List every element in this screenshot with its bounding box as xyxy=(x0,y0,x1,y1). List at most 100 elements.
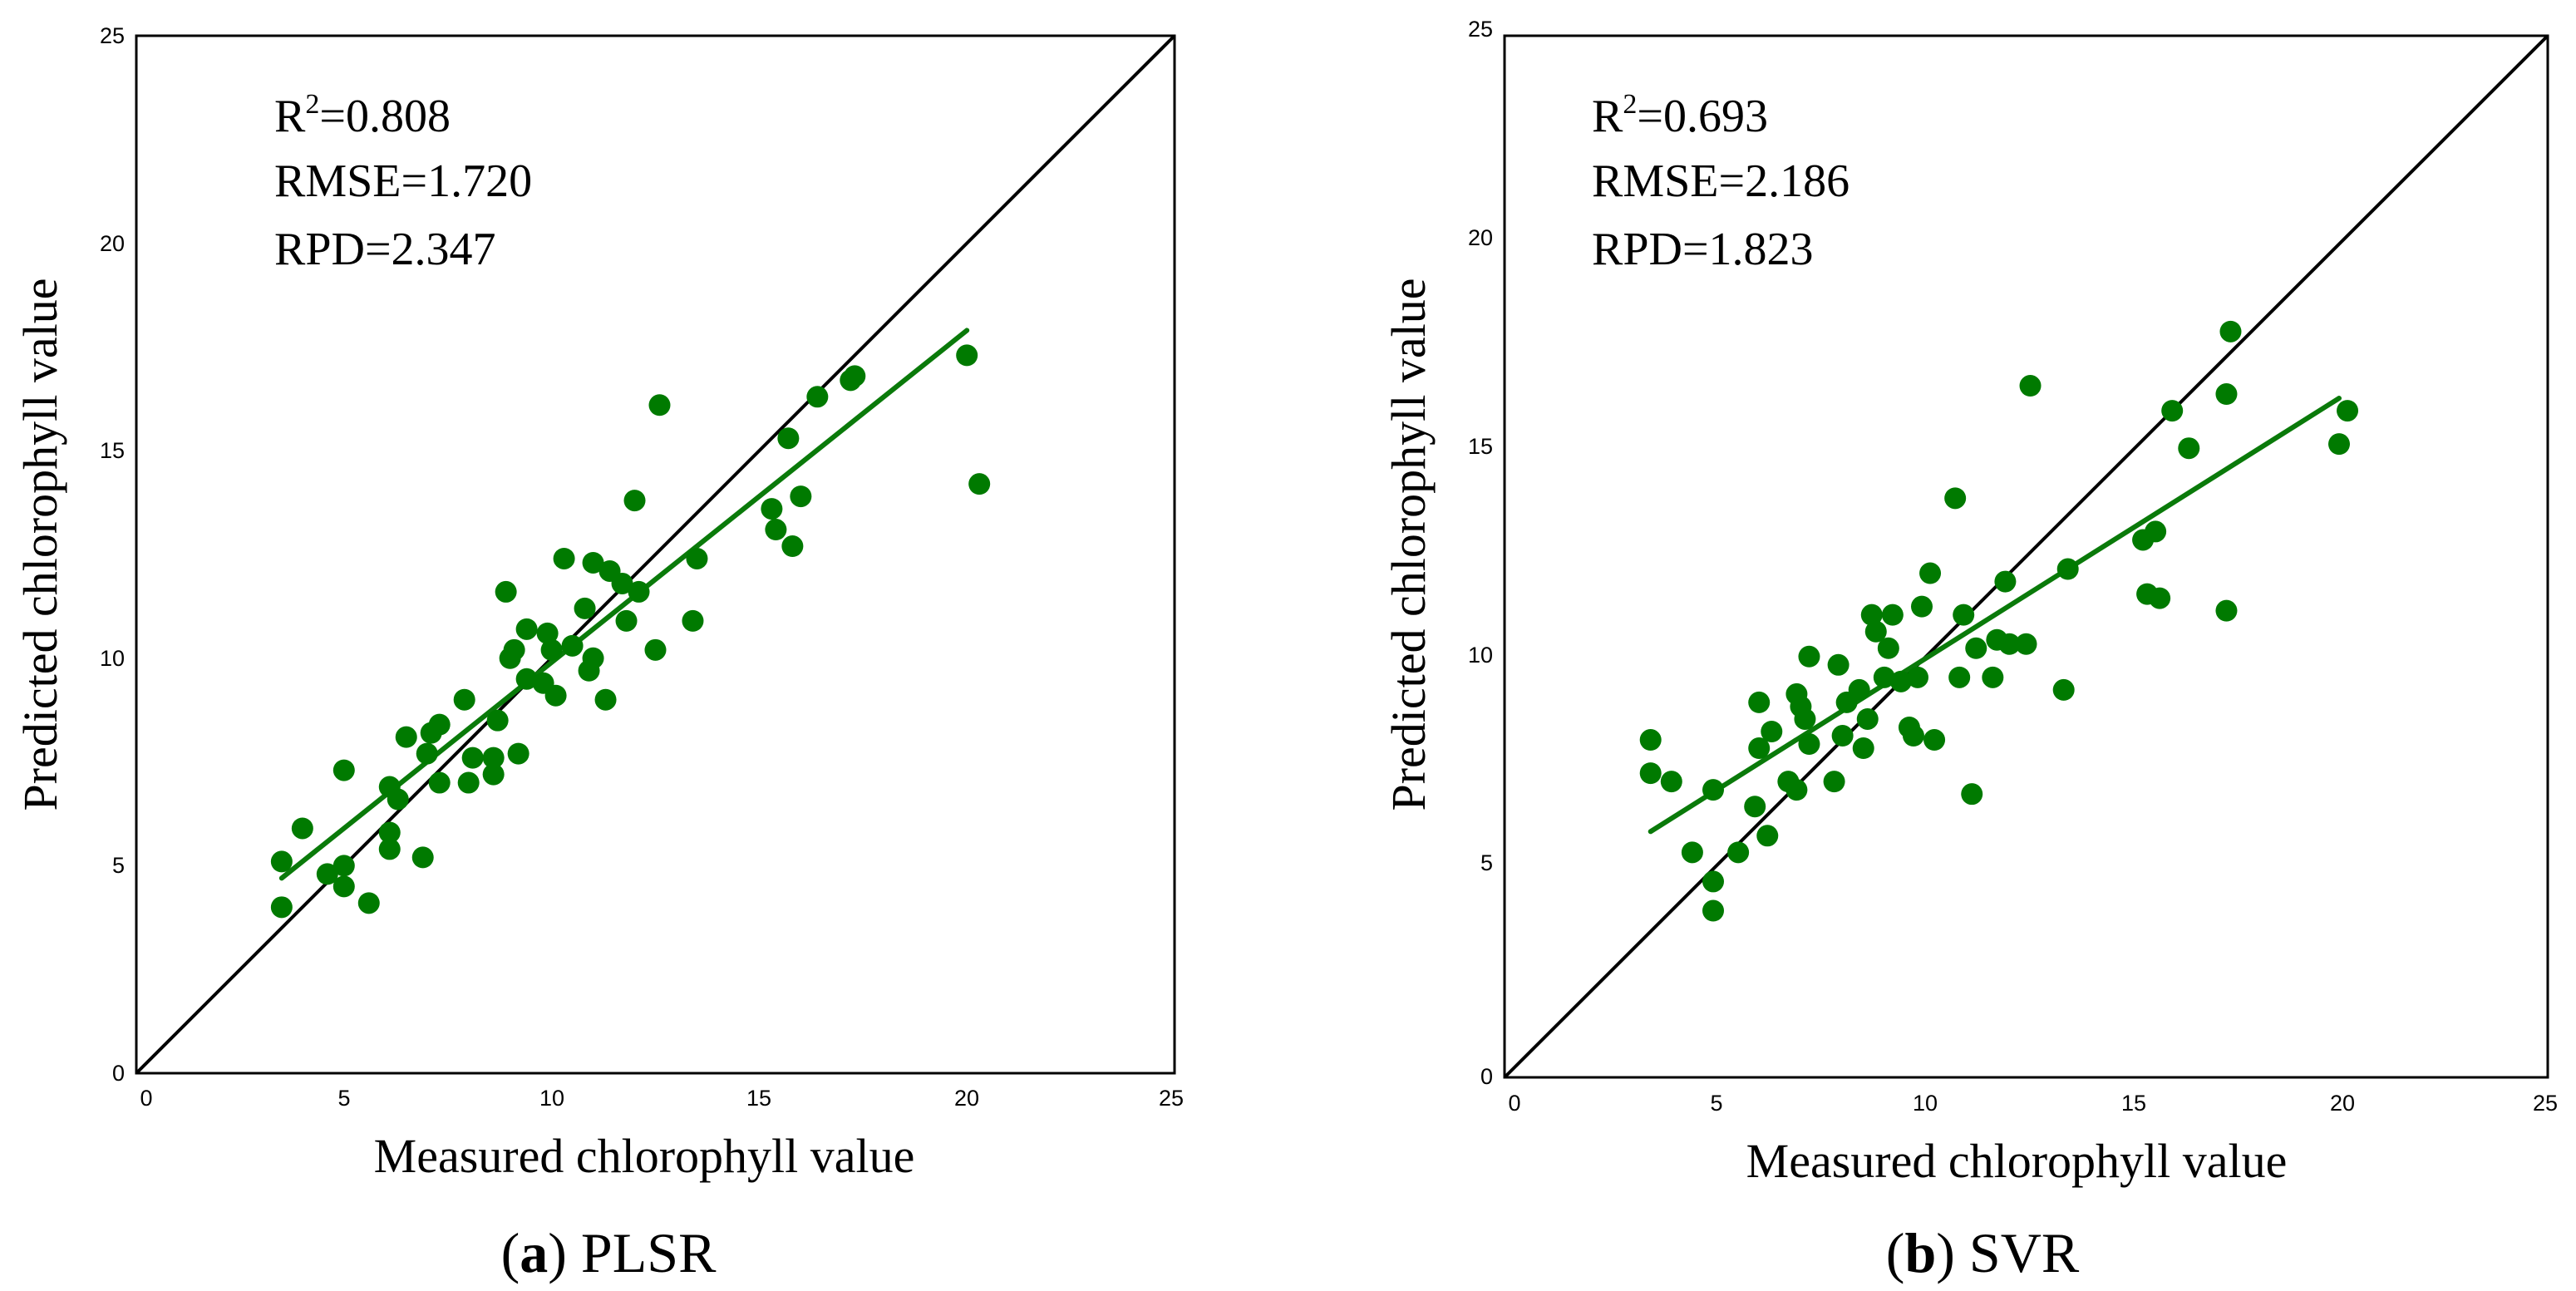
data-point-b-12 xyxy=(1761,721,1783,743)
r2-prefix-b: R xyxy=(1592,91,1623,142)
xlabel-a: Measured chlorophyll value xyxy=(374,1129,915,1183)
data-point-b-58 xyxy=(2215,599,2238,622)
r2-sup-b: 2 xyxy=(1623,89,1637,120)
ytick-b-0: 0 xyxy=(1480,1064,1493,1089)
data-point-a-23 xyxy=(486,709,509,732)
xtick-a-0: 0 xyxy=(140,1086,152,1111)
ylabel-b: Predicted chlorophyll value xyxy=(1382,278,1436,811)
data-point-b-50 xyxy=(2052,678,2075,701)
data-point-b-0 xyxy=(1639,729,1662,751)
data-point-b-24 xyxy=(1848,678,1870,701)
data-point-a-7 xyxy=(357,892,380,914)
axes-frame-b xyxy=(1503,34,2549,1079)
data-point-a-52 xyxy=(777,427,800,450)
ytick-b-10: 10 xyxy=(1468,643,1493,668)
data-point-b-31 xyxy=(1881,604,1904,626)
data-point-a-59 xyxy=(968,473,991,495)
data-point-a-6 xyxy=(332,875,355,898)
data-point-a-29 xyxy=(515,618,538,640)
data-point-a-26 xyxy=(503,638,525,661)
data-point-b-47 xyxy=(1998,633,2021,655)
xtick-b-20: 20 xyxy=(2330,1091,2355,1116)
r2-sup-a: 2 xyxy=(305,89,319,120)
ytick-a-20: 20 xyxy=(100,231,125,256)
data-point-a-35 xyxy=(561,634,584,657)
r2-value-a: =0.808 xyxy=(319,91,451,142)
plot-area-b xyxy=(1503,34,2549,1079)
data-points-a xyxy=(270,344,991,919)
xlabel-b: Measured chlorophyll value xyxy=(1746,1134,2288,1188)
data-point-b-35 xyxy=(1906,666,1928,688)
data-point-a-2 xyxy=(291,817,313,840)
data-point-a-43 xyxy=(615,609,638,632)
data-point-a-34 xyxy=(553,547,575,569)
data-point-b-34 xyxy=(1902,725,1924,747)
data-point-a-55 xyxy=(806,386,829,408)
xtick-b-5: 5 xyxy=(1710,1091,1722,1116)
rmse-b: RMSE=2.186 xyxy=(1592,155,1849,207)
data-point-b-48 xyxy=(2015,633,2037,655)
data-point-b-36 xyxy=(1911,595,1933,618)
data-point-b-51 xyxy=(2056,558,2079,580)
data-point-a-32 xyxy=(540,638,563,661)
data-point-a-27 xyxy=(507,742,529,765)
data-point-a-18 xyxy=(453,688,475,711)
data-point-b-15 xyxy=(1785,779,1808,801)
data-point-a-45 xyxy=(628,580,650,603)
data-point-a-46 xyxy=(644,638,667,661)
xtick-b-15: 15 xyxy=(2121,1091,2146,1116)
data-point-a-10 xyxy=(378,838,401,860)
data-point-a-31 xyxy=(536,622,559,644)
data-point-b-22 xyxy=(1831,725,1854,747)
fit-line-b xyxy=(1648,396,2342,835)
data-point-b-3 xyxy=(1681,841,1703,864)
data-point-b-18 xyxy=(1798,733,1820,756)
data-point-a-3 xyxy=(316,863,338,885)
data-point-a-36 xyxy=(574,597,596,619)
data-point-b-49 xyxy=(2019,375,2042,397)
r2-value-b: =0.693 xyxy=(1637,91,1768,142)
data-point-a-42 xyxy=(611,572,633,594)
data-point-a-49 xyxy=(686,547,708,569)
data-point-b-4 xyxy=(1702,779,1724,801)
data-point-b-10 xyxy=(1748,737,1771,760)
data-point-a-28 xyxy=(515,668,538,690)
data-point-a-24 xyxy=(495,580,517,603)
data-point-b-5 xyxy=(1702,870,1724,893)
data-point-b-19 xyxy=(1798,645,1820,668)
ytick-a-5: 5 xyxy=(112,853,125,878)
data-point-a-12 xyxy=(395,726,417,748)
data-point-b-29 xyxy=(1873,666,1895,688)
ytick-b-5: 5 xyxy=(1480,850,1493,875)
rpd-b: RPD=1.823 xyxy=(1592,224,1814,275)
data-point-a-44 xyxy=(623,490,646,512)
ytick-b-15: 15 xyxy=(1468,434,1493,459)
r2-a: R2=0.808 xyxy=(274,89,451,142)
caption-a-label: a xyxy=(520,1221,548,1284)
ytick-a-15: 15 xyxy=(100,438,125,463)
data-point-a-50 xyxy=(761,498,783,520)
data-point-b-41 xyxy=(1953,604,1975,626)
data-point-b-54 xyxy=(2145,520,2167,543)
data-point-b-25 xyxy=(1852,737,1874,760)
panel-b: 25 20 15 10 5 0 0 5 10 15 20 25 Measured… xyxy=(1382,17,2558,1284)
data-point-a-22 xyxy=(482,747,505,769)
data-point-a-20 xyxy=(461,747,484,769)
data-point-b-7 xyxy=(1727,841,1750,864)
ytick-b-20: 20 xyxy=(1468,225,1493,250)
xtick-a-15: 15 xyxy=(746,1086,771,1111)
data-point-b-8 xyxy=(1744,796,1766,818)
ytick-b-25: 25 xyxy=(1468,17,1493,42)
data-point-b-62 xyxy=(2337,400,2359,422)
rmse-a: RMSE=1.720 xyxy=(274,155,532,207)
data-point-b-20 xyxy=(1823,771,1845,793)
axes-frame-a xyxy=(135,34,1176,1075)
data-point-b-43 xyxy=(1965,637,1987,659)
data-point-a-40 xyxy=(594,688,617,711)
data-point-b-44 xyxy=(1982,666,2004,688)
ylabel-a: Predicted chlorophyll value xyxy=(13,278,67,811)
data-point-b-60 xyxy=(2219,320,2242,342)
data-point-a-1 xyxy=(270,896,293,919)
caption-a: (a) PLSR xyxy=(501,1221,717,1284)
data-point-b-2 xyxy=(1660,771,1682,793)
